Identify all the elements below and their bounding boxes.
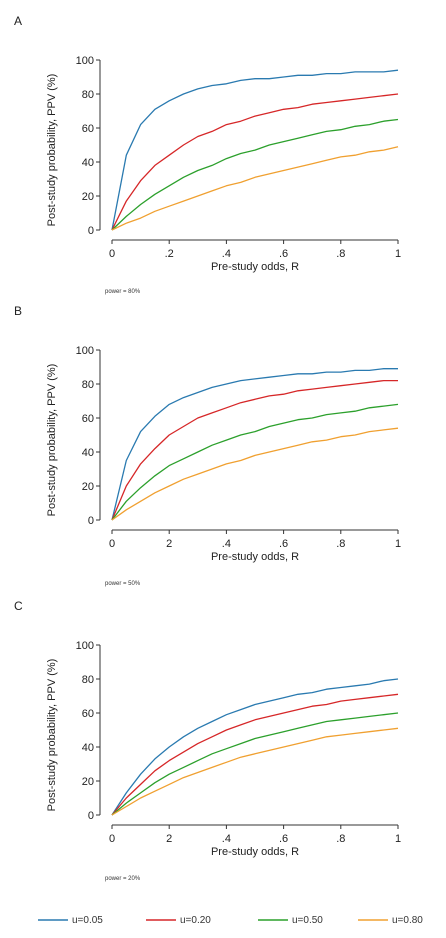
chart-panel-b: B 0 20 40 60 80 100 0 2 .4 .6 .8 1 Pre-study odds, R P… (14, 304, 401, 587)
series-line-u-0-80 (111, 727, 399, 816)
chart-panel-c: C 0 20 40 60 80 100 0 2 .4 .6 .8 1 Pre-study odds, R P… (14, 599, 401, 882)
series-line-u-0-05 (111, 678, 399, 816)
x-tick-label: .4 (222, 538, 231, 550)
x-tick-label: 0 (109, 248, 115, 260)
power-note: power = 50% (105, 581, 141, 587)
x-tick-label: .6 (279, 538, 288, 550)
legend-label: u=0.80 (392, 915, 423, 926)
x-axis-label: Pre-study odds, R (211, 551, 299, 563)
y-tick-label: 100 (76, 640, 94, 652)
y-tick-label: 20 (82, 191, 94, 203)
x-tick-label: 2 (166, 833, 172, 845)
y-axis-label: Post-study probability, PPV (%) (46, 74, 58, 227)
y-tick-label: 80 (82, 674, 94, 686)
x-tick-label: .2 (165, 248, 174, 260)
y-tick-label: 0 (88, 810, 94, 822)
series-line-u-0-50 (111, 118, 399, 231)
panel-label: B (14, 304, 22, 318)
legend-label: u=0.05 (72, 915, 103, 926)
y-tick-label: 60 (82, 413, 94, 425)
y-axis-label: Post-study probability, PPV (%) (46, 659, 58, 812)
y-tick-label: 20 (82, 481, 94, 493)
y-tick-label: 20 (82, 776, 94, 788)
panel-label: C (14, 599, 23, 613)
series-line-u-0-80 (111, 427, 399, 521)
legend-label: u=0.20 (180, 915, 211, 926)
power-note: power = 20% (105, 876, 141, 882)
x-tick-label: 0 (109, 833, 115, 845)
series-line-u-0-50 (111, 403, 399, 521)
y-tick-label: 40 (82, 447, 94, 459)
power-note: power = 80% (105, 289, 141, 295)
y-tick-label: 100 (76, 345, 94, 357)
panel-label: A (14, 14, 22, 28)
y-tick-label: 100 (76, 55, 94, 67)
y-tick-label: 40 (82, 157, 94, 169)
series-line-u-0-20 (111, 93, 399, 231)
y-tick-label: 0 (88, 225, 94, 237)
series-line-u-0-20 (111, 379, 398, 521)
x-tick-label: .4 (222, 248, 231, 260)
x-tick-label: .6 (279, 833, 288, 845)
y-tick-label: 80 (82, 89, 94, 101)
series-line-u-0-05 (111, 368, 398, 521)
x-tick-label: 1 (395, 538, 401, 550)
x-tick-label: 0 (109, 538, 115, 550)
chart-panel-a: A 0 20 40 60 80 100 0 .2 .4 .6 .8 1 Pre-study odds, R… (14, 14, 401, 295)
series-line-u-0-05 (111, 69, 399, 231)
x-tick-label: .4 (222, 833, 231, 845)
legend: u=0.05 u=0.20 u=0.50 u=0.80 (38, 915, 423, 926)
y-tick-label: 60 (82, 708, 94, 720)
legend-label: u=0.50 (292, 915, 323, 926)
y-tick-label: 60 (82, 123, 94, 135)
x-tick-label: 2 (166, 538, 172, 550)
series-line-u-0-20 (111, 693, 399, 816)
x-axis-label: Pre-study odds, R (211, 261, 299, 273)
y-tick-label: 40 (82, 742, 94, 754)
x-tick-label: 1 (395, 248, 401, 260)
x-tick-label: .8 (336, 538, 345, 550)
x-tick-label: .8 (336, 248, 345, 260)
series-line-u-0-50 (111, 712, 399, 816)
x-tick-label: 1 (395, 833, 401, 845)
x-axis-label: Pre-study odds, R (211, 846, 299, 858)
series-line-u-0-80 (111, 146, 399, 231)
y-tick-label: 0 (88, 515, 94, 527)
y-tick-label: 80 (82, 379, 94, 391)
x-tick-label: .8 (336, 833, 345, 845)
x-tick-label: .6 (279, 248, 288, 260)
y-axis-label: Post-study probability, PPV (%) (46, 364, 58, 517)
